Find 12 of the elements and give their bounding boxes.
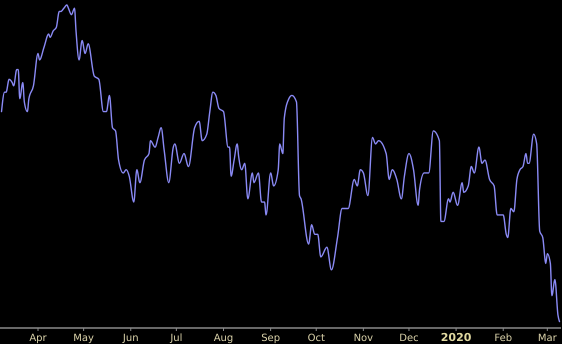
x-tick-label: May xyxy=(73,333,94,344)
x-tick-label: Dec xyxy=(399,333,419,344)
x-tick-label: Sep xyxy=(261,333,280,344)
x-tick-label: 2020 xyxy=(440,331,472,344)
x-tick-label: Jul xyxy=(169,333,182,344)
x-tick-label: Aug xyxy=(214,333,234,344)
x-tick-label: Apr xyxy=(29,333,48,344)
x-tick-label: Jun xyxy=(122,333,139,344)
x-tick-label: Mar xyxy=(538,333,558,344)
x-tick-label: Nov xyxy=(354,333,374,344)
x-tick-label: Oct xyxy=(308,333,325,344)
x-tick-label: Feb xyxy=(494,333,512,344)
